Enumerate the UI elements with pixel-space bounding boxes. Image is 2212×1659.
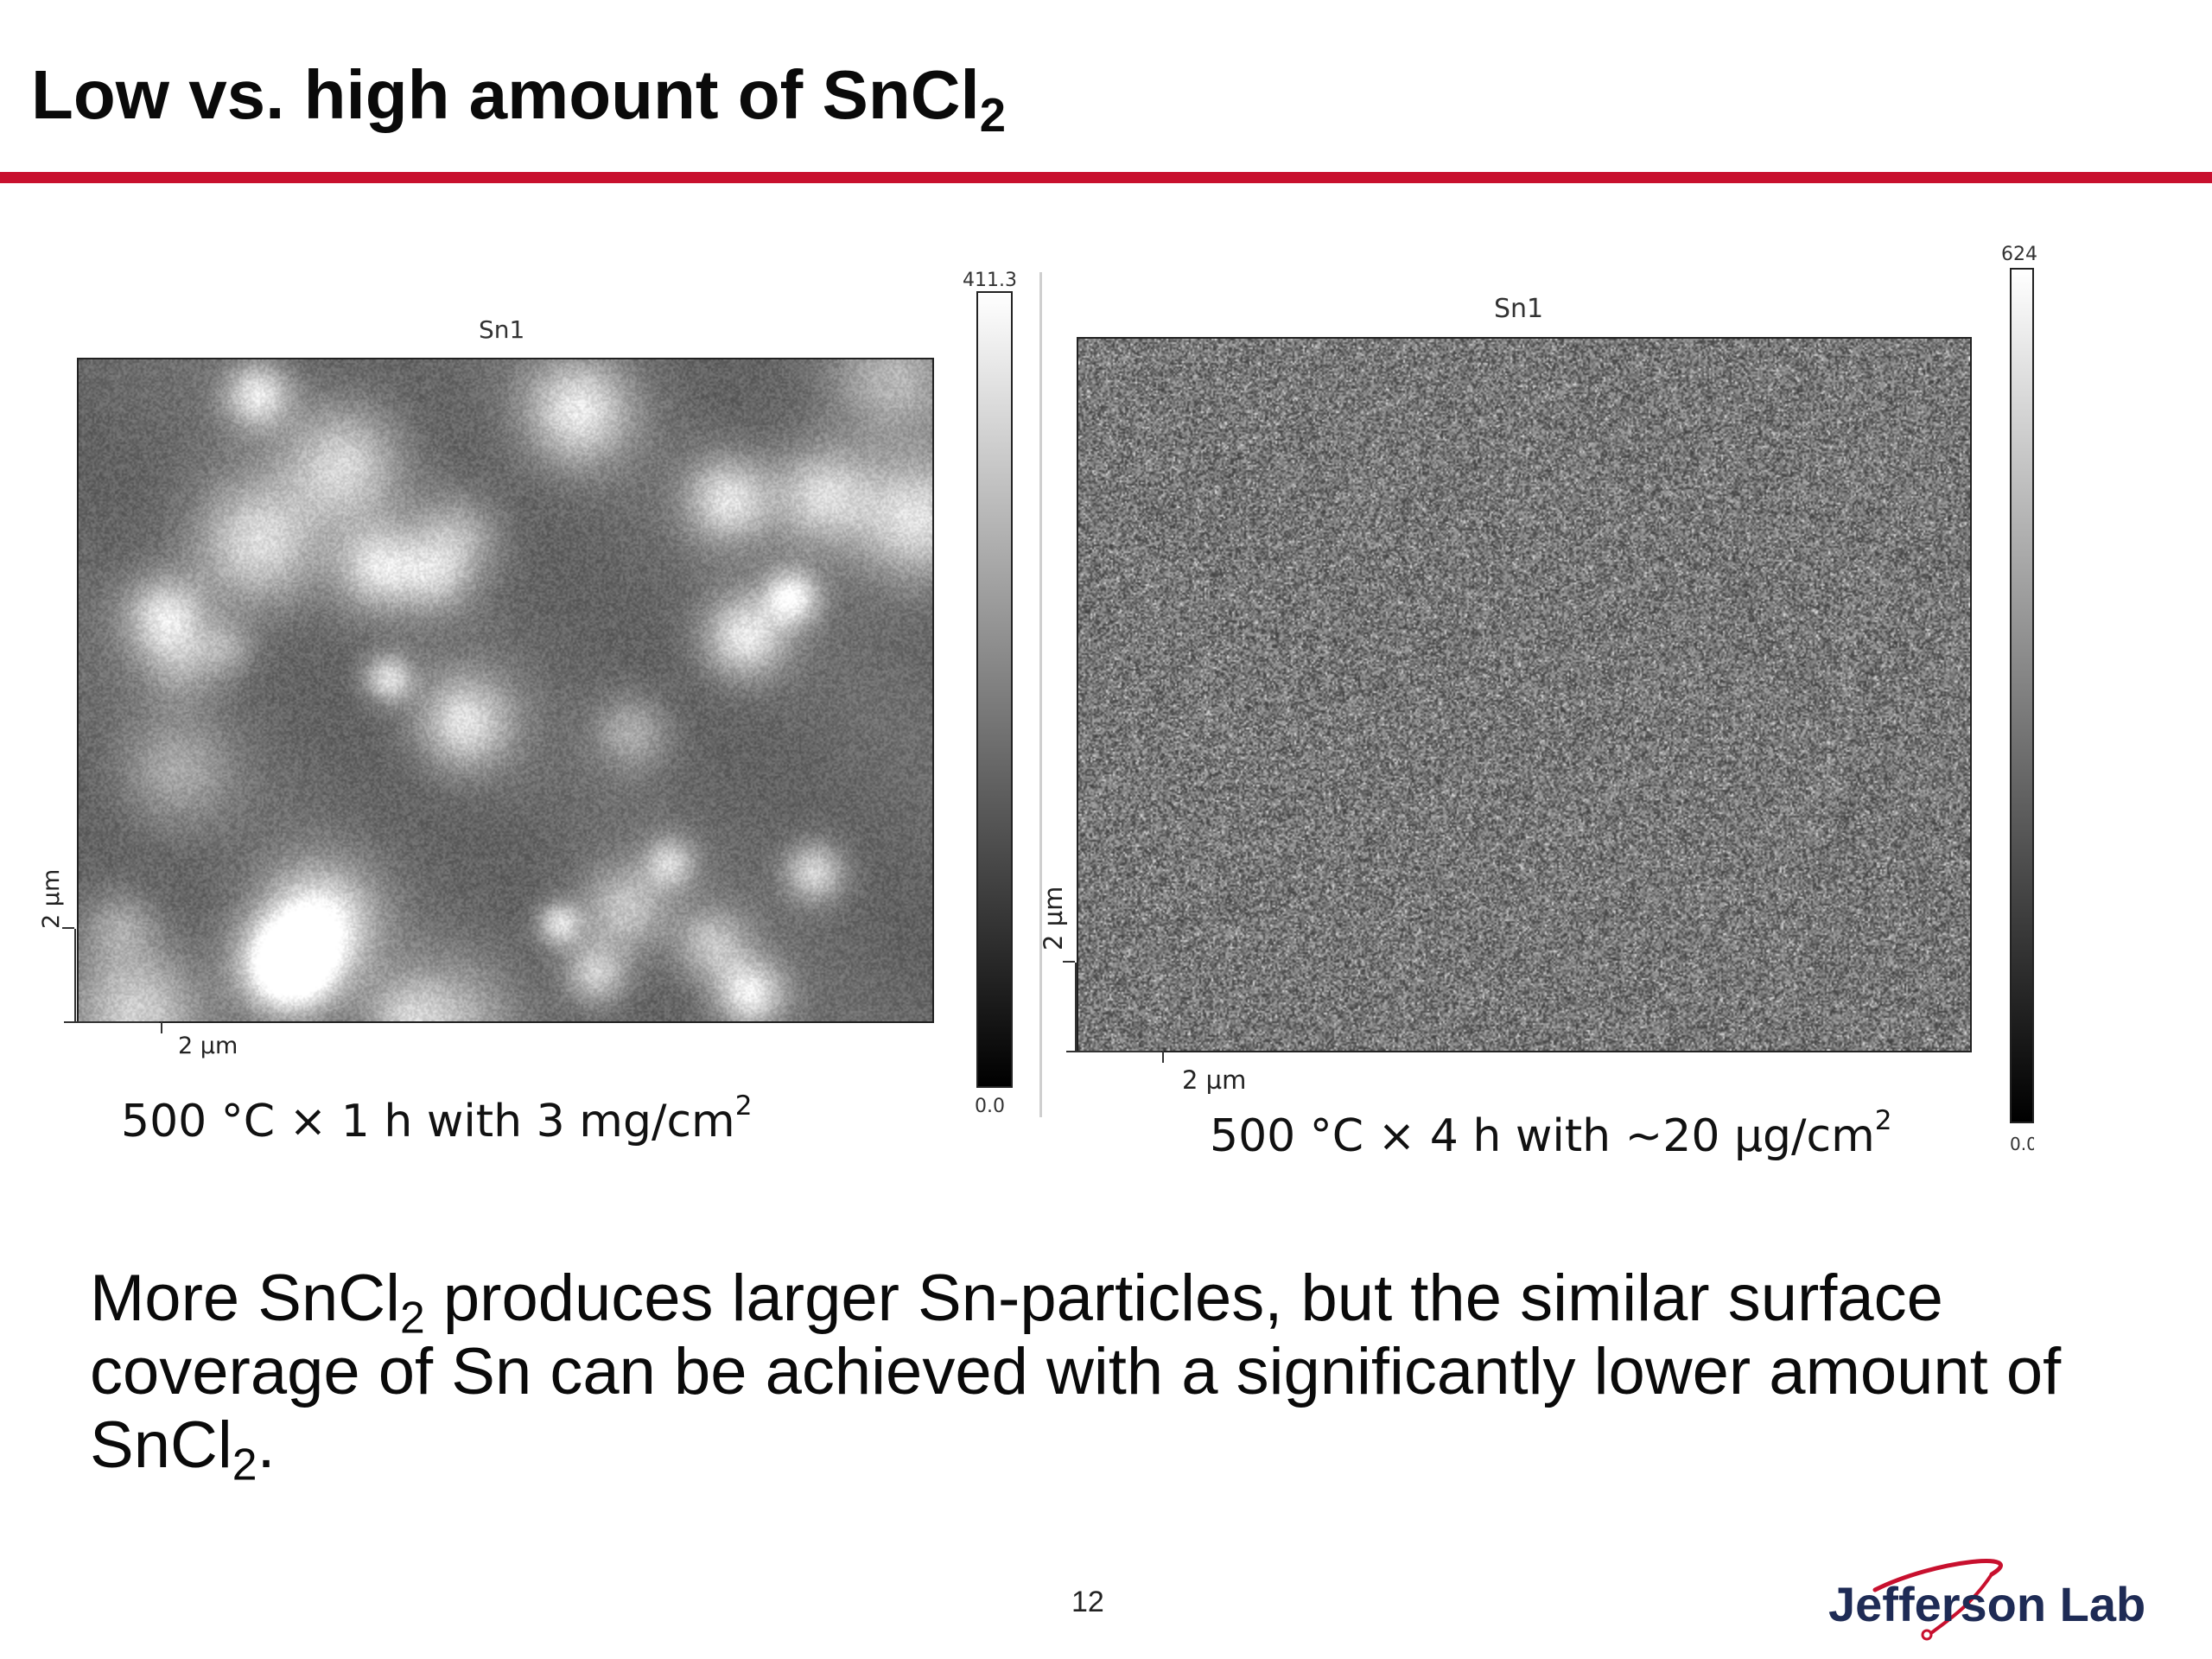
right-colorbar-max: 624 [2001,244,2037,265]
left-y-axis-tick [62,927,74,929]
slide-title: Low vs. high amount of SnCl2 [31,52,1006,139]
conclusion-subscript-1: 2 [400,1292,425,1343]
logo-wordmark: Jefferson Lab [1828,1577,2146,1631]
conclusion-part-1: More SnCl [90,1262,400,1335]
right-x-axis-line [1066,1051,1161,1052]
right-x-scale-label: 2 µm [1182,1065,1247,1095]
left-caption-text: 500 °C × 1 h with 3 mg/cm [121,1096,735,1147]
left-colorbar [976,291,1013,1088]
left-y-axis-line [74,929,76,1022]
right-colorbar-min: 0.0 [2010,1134,2034,1154]
slide-title-text: Low vs. high amount of SnCl [31,56,980,133]
right-caption: 500 °C × 4 h with ~20 µg/cm2 [1210,1107,1892,1162]
left-map-image [77,358,934,1023]
left-map-title: Sn1 [479,315,525,344]
left-colorbar-max: 411.3 [963,270,1017,291]
right-y-axis-line [1075,963,1077,1052]
conclusion-text: More SnCl2 produces larger Sn-particles,… [90,1262,2077,1486]
left-colorbar-min: 0.0 [975,1096,1005,1117]
conclusion-part-2: produces larger Sn-particles, but the si… [90,1262,2062,1482]
right-map-image [1077,337,1972,1052]
left-x-axis-line [64,1021,159,1023]
right-caption-text: 500 °C × 4 h with ~20 µg/cm [1210,1110,1875,1162]
left-x-scale-label: 2 µm [178,1033,238,1059]
panel-separator [1039,272,1042,1117]
right-y-scale-label: 2 µm [1039,886,1068,950]
left-caption: 500 °C × 1 h with 3 mg/cm2 [121,1092,753,1147]
logo-swoosh-icon [1872,1559,2003,1641]
conclusion-subscript-2: 2 [232,1439,257,1490]
conclusion-part-3: . [257,1408,276,1482]
right-x-axis-tick [1162,1051,1164,1063]
right-map-title: Sn1 [1494,294,1544,324]
left-x-axis-tick [161,1021,162,1033]
left-caption-superscript: 2 [734,1090,753,1122]
title-divider [0,172,2212,183]
left-y-scale-label: 2 µm [38,868,65,929]
page-number: 12 [1071,1586,1104,1618]
slide-title-subscript: 2 [979,89,1006,143]
right-colorbar [2010,268,2034,1123]
right-y-axis-tick [1063,961,1075,963]
right-caption-superscript: 2 [1874,1105,1892,1137]
jefferson-lab-logo: Jefferson Lab [1815,1555,2195,1642]
